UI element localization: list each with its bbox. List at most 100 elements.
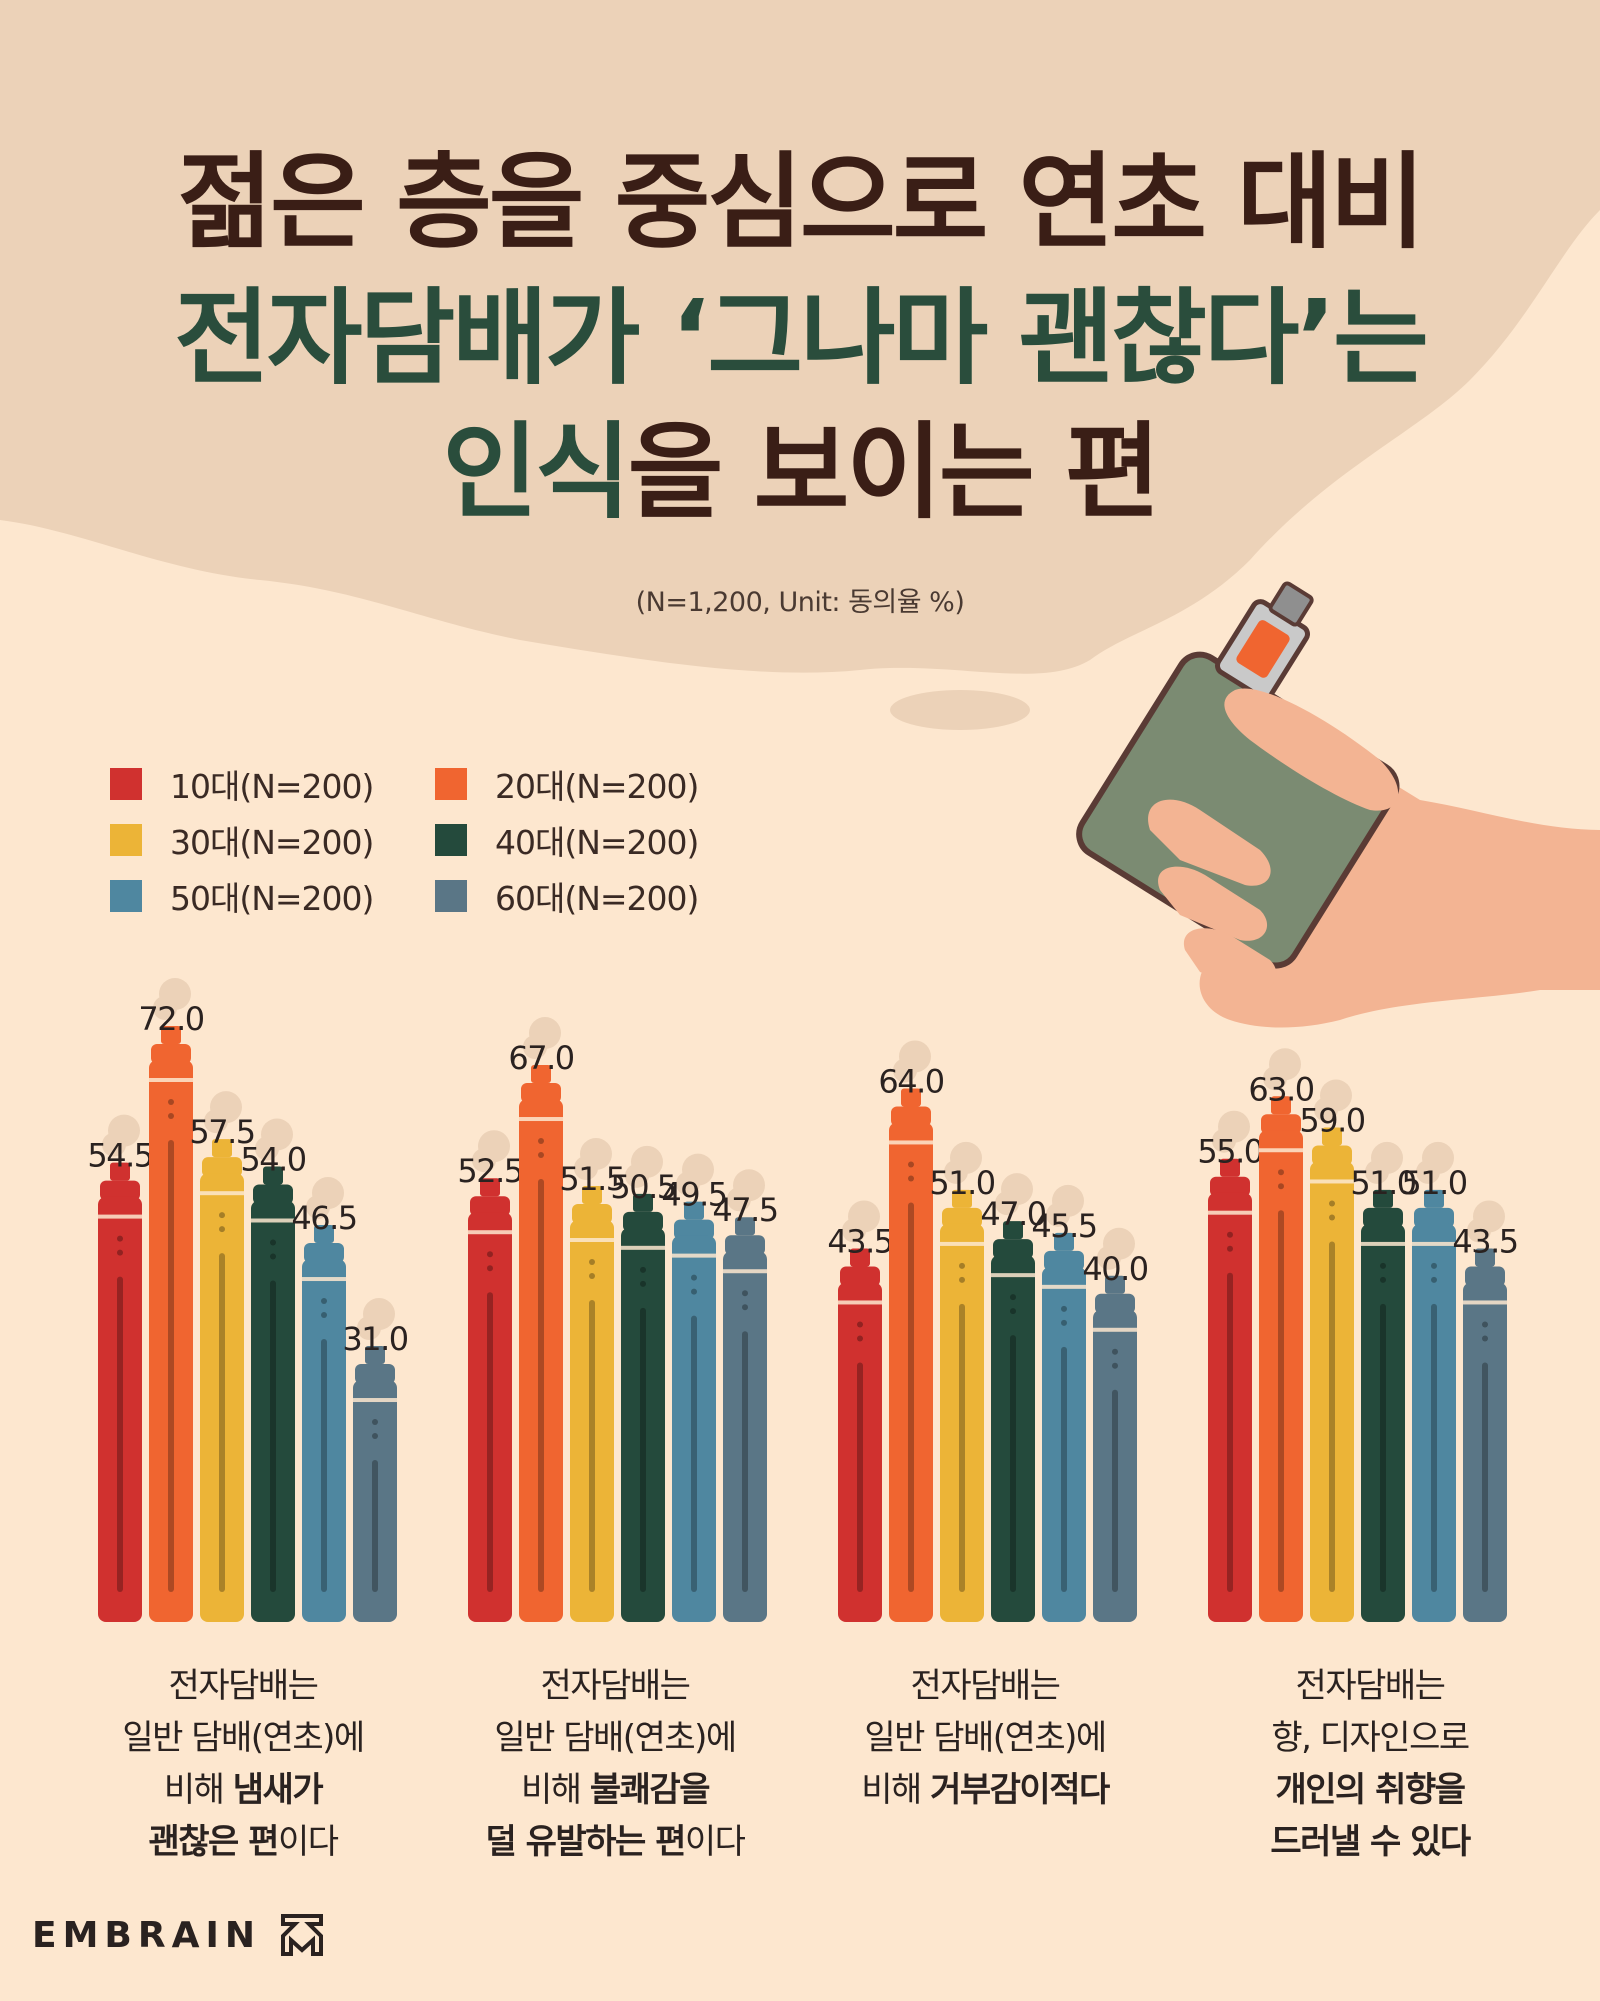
bar: 47.0 [980,1173,1047,1622]
bar-ring [302,1277,346,1282]
bar-smoke [1365,1159,1389,1184]
bar-dot [538,1138,544,1145]
caption-text: 일반 담배(연초)에 [494,1718,737,1758]
legend-swatch [110,768,142,800]
bar-mouthpiece [850,1248,870,1267]
bar-neck [674,1219,714,1240]
bar: 43.5 [1452,1200,1519,1622]
smoke-cloud [0,0,1600,674]
legend-item: 60대(N=200) [435,872,699,920]
bar-ring [570,1238,614,1243]
caption-line: 드러낼 수 있다 [1180,1816,1560,1868]
bar-neck [840,1266,880,1287]
bar-smoke [625,1163,649,1188]
bar-ring [621,1245,665,1250]
bar-dot [1431,1276,1437,1283]
bar-dot [270,1239,276,1246]
caption-text: 비해 [861,1770,931,1810]
bar-dot [857,1335,863,1342]
bar-ring [353,1398,397,1403]
bar-ring [940,1241,984,1246]
bar-value-label: 47.5 [712,1191,777,1229]
bar-mouthpiece [212,1139,232,1158]
bar-value-label: 49.5 [661,1176,726,1214]
bar-dot [1329,1200,1335,1207]
bar-mouthpiece [1322,1127,1342,1146]
bar-ring [149,1078,193,1082]
bar-group: 55.0 63.059.0 51.051.0 43.5 [1197,1048,1519,1622]
bar: 55.0 [1197,1110,1264,1622]
bar-value-label: 50.5 [610,1168,675,1206]
bar: 51.5 [559,1138,626,1622]
bar-stripe [959,1303,965,1592]
bar: 67.0 [508,1017,575,1622]
caption-line: 비해 불쾌감을 [425,1764,805,1816]
bar-mouthpiece [901,1088,921,1107]
bar-dot [372,1419,378,1426]
bar-smoke [1097,1245,1121,1270]
bar-ring [468,1230,512,1235]
bar-dot [1329,1214,1335,1221]
bar-value-label: 67.0 [508,1039,573,1077]
bar-neck [623,1211,663,1232]
caption-line: 전자담배는 [53,1660,433,1712]
bar-value-label: 51.0 [1350,1164,1415,1202]
category-caption: 전자담배는 일반 담배(연초)에 비해 냄새가 괜찮은 편이다 [53,1660,433,1868]
legend-item: 20대(N=200) [435,760,699,808]
bar-smoke [102,1132,126,1157]
bar-dot [742,1304,748,1311]
caption-text: 일반 담배(연초)에 [864,1718,1107,1758]
bar: 31.0 [342,1298,409,1622]
bar: 40.0 [1082,1227,1149,1622]
bar-dot [270,1253,276,1260]
bar-smoke [1467,1218,1491,1243]
bar-mouthpiece [314,1225,334,1244]
legend-swatch [110,824,142,856]
bar-smoke [204,1109,228,1134]
caption-emphasis: 드러낼 수 있다 [1270,1822,1471,1862]
caption-text: 향, 디자인으로 [1271,1718,1470,1758]
bar-mouthpiece [1373,1189,1393,1208]
bar-stripe [321,1339,327,1592]
bar-group: 54.5 72.0 57.554.0 46.5 31.0 [87,978,409,1622]
bar-stripe [640,1307,646,1592]
bar-ring [1208,1210,1252,1215]
bar-smoke [523,1035,547,1060]
chart-layer: 54.5 72.0 57.554.0 46.5 31.0 52.5 67.0 51.550.5… [87,978,1519,1622]
bar-group: 43.5 64.0 51.047.045.5 40.0 [827,1040,1149,1622]
bar-stripe [117,1276,123,1592]
caption-text: 비해 [163,1770,233,1810]
bar-value-label: 51.0 [1401,1164,1466,1202]
title-line-2: 전자담배가 ‘그나마 괜찮다’는 [174,277,1429,399]
bar-dot [1482,1335,1488,1342]
bar-dot [959,1262,965,1269]
bar-smoke [893,1058,917,1083]
caption-text: 이다 [684,1822,746,1862]
bar-smoke [842,1218,866,1243]
bar: 54.5 [87,1114,154,1622]
caption-text: 비해 [521,1770,590,1810]
bar-stripe [742,1331,748,1592]
bar: 52.5 [457,1130,524,1622]
bar-ring [1412,1241,1456,1246]
bar-mouthpiece [1475,1248,1495,1267]
bar-dot [1061,1305,1067,1312]
bar-ring [1361,1241,1405,1246]
bar-neck [1363,1207,1403,1228]
brand-name: EMBRAIN [32,1914,261,1956]
bar-mouthpiece [263,1166,283,1185]
bar-dot [1061,1319,1067,1326]
bar-neck [100,1180,140,1201]
bar-smoke [995,1191,1019,1216]
bar-dot [1112,1362,1118,1369]
bar-stripe [1380,1303,1386,1592]
bar-smoke [472,1148,496,1173]
bar-mouthpiece [1271,1096,1291,1115]
caption-line: 비해 거부감이적다 [795,1764,1175,1816]
bar: 50.5 [610,1145,677,1622]
bar-neck [304,1243,344,1264]
bar-dot [321,1298,327,1305]
bar-dot [1278,1183,1284,1190]
legend-item: 30대(N=200) [110,816,374,864]
bar: 43.5 [827,1200,894,1622]
